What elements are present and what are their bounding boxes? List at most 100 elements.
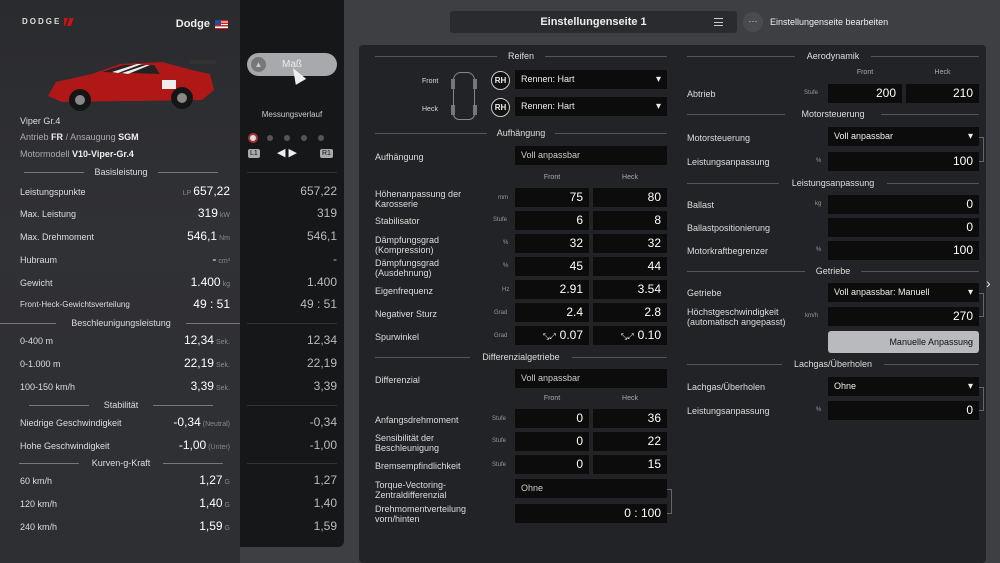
torque-split-label: Drehmomentverteilung vorn/hinten [375, 504, 467, 524]
natural-frequency-rear[interactable]: 3.54 [593, 280, 667, 299]
unit-label: Grad [494, 310, 508, 316]
top-speed-field[interactable]: 270 [828, 307, 979, 326]
center-diff-label: Torque-Vectoring-Zentraldifferenzial [375, 480, 447, 500]
ride-height-rear[interactable]: 80 [593, 188, 667, 207]
damper-extension-rear[interactable]: 44 [593, 257, 667, 276]
history-dot[interactable] [301, 135, 307, 141]
braking-sensitivity-front[interactable]: 0 [515, 455, 589, 474]
nitrous-output-label: Leistungsanpassung [687, 406, 770, 416]
braking-sensitivity-rear[interactable]: 15 [593, 455, 667, 474]
tyre-front-label: Front [422, 78, 439, 85]
more-options-button[interactable]: ··· [743, 12, 763, 32]
right-arrow-icon[interactable]: ▶ [288, 147, 297, 159]
anti-roll-front[interactable]: 6 [515, 211, 589, 230]
history-dot[interactable] [267, 135, 273, 141]
stat-row: 240 km/h 1,59 G [20, 519, 230, 533]
section-basisleistung: Basisleistung [24, 167, 218, 177]
column-front: Front [543, 395, 561, 402]
center-diff-field[interactable]: Ohne [515, 479, 667, 498]
initial-torque-front[interactable]: 0 [515, 409, 589, 428]
stat-row: 120 km/h 1,40 G [20, 496, 230, 510]
rear-tyre-select[interactable]: Rennen: Hart [515, 97, 667, 116]
downforce-front[interactable]: 200 [828, 84, 902, 103]
history-dot-active[interactable] [250, 135, 256, 141]
differential-type-label: Differenzial [375, 375, 420, 385]
downforce-rear[interactable]: 210 [906, 84, 979, 103]
history-dots[interactable] [250, 128, 335, 146]
differential-type-field[interactable]: Voll anpassbar [515, 369, 667, 388]
unit-label: % [816, 247, 822, 253]
downforce-label: Abtrieb [687, 89, 716, 99]
ecu-output-field[interactable]: 100 [828, 152, 979, 171]
transmission-select[interactable]: Voll anpassbar: Manuell [828, 283, 979, 302]
measured-value: 657,22 [300, 184, 337, 198]
measurement-history-label: Messungsverlauf [261, 110, 323, 119]
natural-frequency-front[interactable]: 2.91 [515, 280, 589, 299]
manual-adjust-button[interactable]: Manuelle Anpassung ··· [828, 331, 979, 353]
ballast-position-label: Ballastpositionierung [687, 223, 771, 233]
toe-rear[interactable]: ⤡⤢ 0.10 [593, 326, 667, 345]
stat-row: 0-400 m 12,34 Sek. [20, 333, 230, 347]
damper-compression-front[interactable]: 32 [515, 234, 589, 253]
ballast-field[interactable]: 0 [828, 195, 979, 214]
suspension-row-label: Dämpfungsgrad (Ausdehnung) [375, 258, 440, 278]
unit-label: % [816, 158, 822, 164]
ecu-select[interactable]: Voll anpassbar [828, 127, 979, 146]
edit-settings-page-label[interactable]: Einstellungenseite bearbeiten [770, 17, 889, 27]
column-front: Front [856, 69, 874, 76]
measured-value: -0,34 [309, 415, 337, 429]
settings-page-selector[interactable]: Einstellungenseite 1 [450, 11, 737, 33]
r1-button[interactable]: R1 [320, 149, 333, 158]
accel-sensitivity-rear[interactable]: 22 [593, 432, 667, 451]
next-page-icon[interactable]: › [986, 275, 991, 291]
nitrous-output-field[interactable]: 0 [828, 401, 979, 420]
suspension-row-label: Dämpfungsgrad (Kompression) [375, 235, 440, 255]
camber-rear[interactable]: 2.8 [593, 303, 667, 322]
accel-sensitivity-front[interactable]: 0 [515, 432, 589, 451]
suspension-type-field[interactable]: Voll anpassbar [515, 146, 667, 165]
measured-value: 3,39 [313, 379, 337, 393]
unit-label: Stufe [492, 462, 507, 468]
history-dot[interactable] [284, 135, 290, 141]
column-rear: Heck [622, 174, 638, 181]
unit-label: Hz [502, 287, 510, 293]
damper-extension-front[interactable]: 45 [515, 257, 589, 276]
suspension-row-label: Höhenanpassung der Karosserie [375, 189, 462, 209]
left-arrow-icon[interactable]: ◀ [277, 147, 286, 159]
section-differenzial: Differenzialgetriebe [375, 352, 667, 362]
menu-icon [714, 18, 723, 26]
front-tyre-select[interactable]: Rennen: Hart [515, 70, 667, 89]
section-lachgas: Lachgas/Überholen [687, 359, 979, 369]
ballast-position-field[interactable]: 0 [828, 218, 979, 237]
camber-front[interactable]: 2.4 [515, 303, 589, 322]
brand-stripes-icon [64, 17, 75, 26]
suspension-row-label: Negativer Sturz [375, 309, 438, 319]
ride-height-front[interactable]: 75 [515, 188, 589, 207]
top-speed-label: Höchstgeschwindigkeit (automatisch angep… [687, 307, 786, 327]
torque-split-field[interactable]: 0 : 100 [515, 504, 667, 523]
history-dot[interactable] [318, 135, 324, 141]
stat-row: Max. Leistung 319 kW [20, 206, 230, 220]
column-rear: Heck [622, 395, 638, 402]
measured-value: - [333, 252, 337, 266]
unit-label: mm [498, 195, 508, 201]
l1-button[interactable]: L1 [248, 149, 260, 158]
initial-torque-rear[interactable]: 36 [593, 409, 667, 428]
stat-row: 100-150 km/h 3,39 Sek. [20, 379, 230, 393]
unit-label: kg [815, 201, 822, 207]
damper-compression-rear[interactable]: 32 [593, 234, 667, 253]
ecu-label: Motorsteuerung [687, 133, 751, 143]
stat-row: Front-Heck-Gewichtsverteilung 49 : 51 [20, 297, 230, 311]
restrictor-field[interactable]: 100 [828, 241, 979, 260]
nitrous-select[interactable]: Ohne [828, 377, 979, 396]
history-arrows[interactable]: ◀ ▶ [277, 146, 297, 159]
measure-button[interactable]: ▲ Maß [247, 53, 337, 76]
unit-label: % [816, 407, 822, 413]
section-aerodynamik: Aerodynamik [687, 51, 979, 61]
link-bracket [979, 387, 984, 411]
suspension-row-label: Stabilisator [375, 216, 420, 226]
differential-row-label: Bremsempfindlichkeit [375, 461, 461, 471]
anti-roll-rear[interactable]: 8 [593, 211, 667, 230]
unit-label: % [503, 263, 509, 269]
toe-front[interactable]: ⤡⤢ 0.07 [515, 326, 589, 345]
